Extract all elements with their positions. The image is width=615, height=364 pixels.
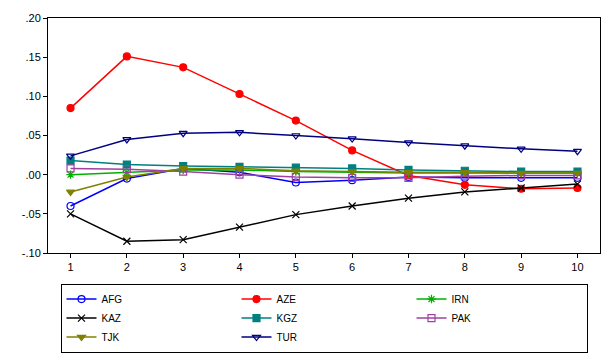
svg-text:.05: .05 bbox=[26, 129, 41, 141]
svg-text:.00: .00 bbox=[26, 169, 41, 181]
svg-text:1: 1 bbox=[67, 261, 73, 273]
svg-text:.20: .20 bbox=[26, 12, 41, 24]
svg-text:.15: .15 bbox=[26, 51, 41, 63]
svg-text:AZE: AZE bbox=[277, 294, 297, 305]
svg-text:4: 4 bbox=[236, 261, 242, 273]
svg-text:2: 2 bbox=[124, 261, 130, 273]
svg-text:PAK: PAK bbox=[452, 313, 472, 324]
svg-text:.10: .10 bbox=[26, 90, 41, 102]
svg-text:5: 5 bbox=[293, 261, 299, 273]
svg-text:7: 7 bbox=[405, 261, 411, 273]
svg-text:TJK: TJK bbox=[102, 332, 120, 343]
svg-text:AFG: AFG bbox=[102, 294, 123, 305]
svg-text:6: 6 bbox=[349, 261, 355, 273]
svg-text:8: 8 bbox=[462, 261, 468, 273]
svg-text:IRN: IRN bbox=[452, 294, 469, 305]
svg-text:KGZ: KGZ bbox=[277, 313, 298, 324]
svg-text:KAZ: KAZ bbox=[102, 313, 121, 324]
svg-text:10: 10 bbox=[571, 261, 583, 273]
svg-text:TUR: TUR bbox=[277, 332, 298, 343]
svg-text:3: 3 bbox=[180, 261, 186, 273]
svg-text:-.05: -.05 bbox=[22, 208, 41, 220]
svg-text:9: 9 bbox=[518, 261, 524, 273]
svg-text:-.10: -.10 bbox=[22, 247, 41, 259]
